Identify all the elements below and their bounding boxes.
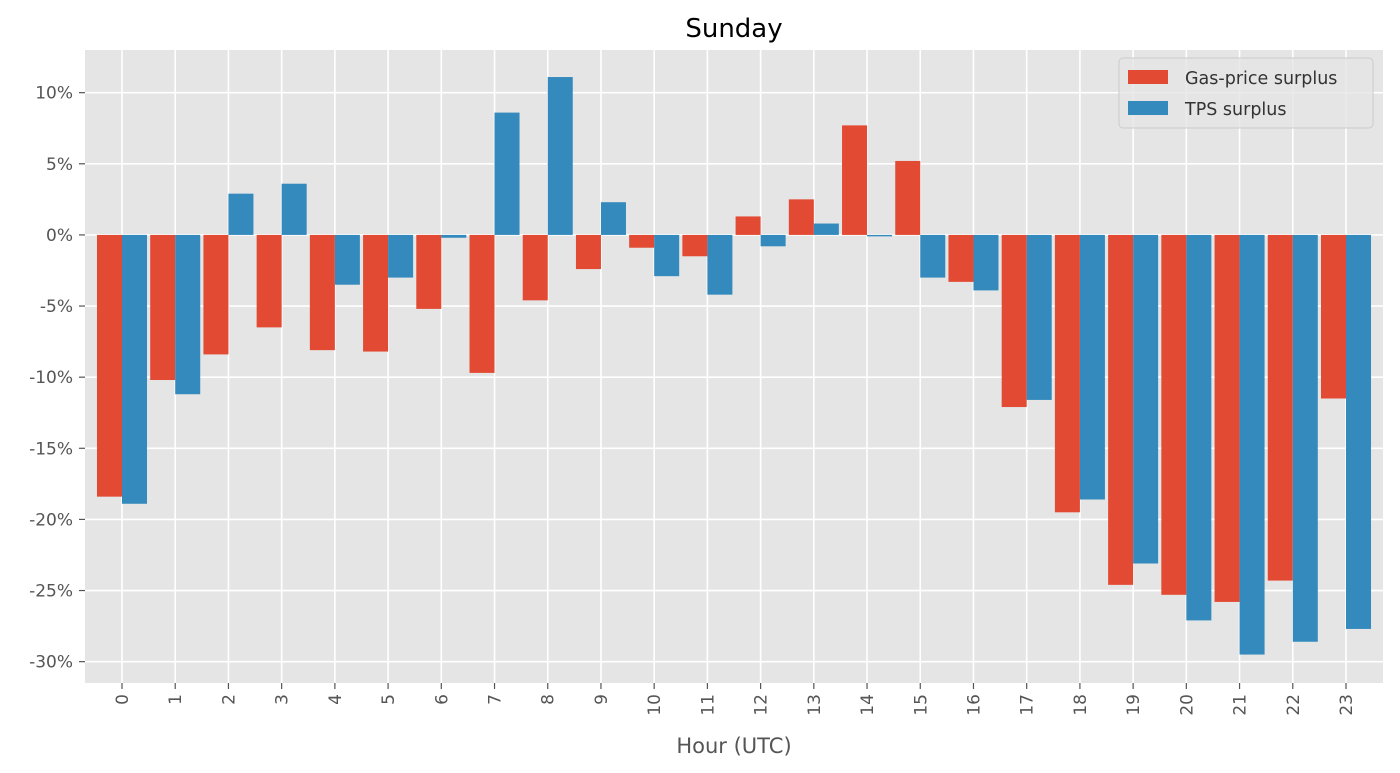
bar-gas-price-0	[96, 234, 122, 497]
y-tick-label: -25%	[29, 582, 73, 602]
bar-gas-price-16	[948, 234, 974, 282]
bar-gas-price-13	[788, 199, 814, 235]
x-tick-label: 3	[273, 694, 293, 705]
bar-tps-13	[813, 223, 839, 235]
x-tick-label: 12	[752, 694, 772, 716]
x-tick-label: 19	[1124, 694, 1144, 716]
y-tick-label: -10%	[29, 368, 73, 388]
bar-gas-price-7	[469, 234, 495, 373]
x-tick-label: 5	[379, 694, 399, 705]
x-tick-label: 21	[1231, 694, 1251, 716]
bar-gas-price-10	[629, 234, 655, 248]
bar-tps-20	[1186, 234, 1212, 621]
bar-gas-price-19	[1108, 234, 1134, 585]
bar-gas-price-6	[416, 234, 442, 309]
x-tick-label: 0	[113, 694, 133, 705]
bar-tps-7	[494, 112, 520, 235]
bar-gas-price-2	[203, 234, 229, 355]
bar-gas-price-22	[1267, 234, 1293, 581]
bar-tps-10	[654, 234, 680, 277]
x-tick-label: 7	[486, 694, 506, 705]
bar-gas-price-8	[522, 234, 548, 301]
bar-gas-price-15	[895, 160, 921, 235]
x-tick-label: 4	[326, 694, 346, 705]
bar-gas-price-18	[1054, 234, 1080, 513]
bar-gas-price-21	[1214, 234, 1240, 602]
x-axis-ticks: 0 1 2 3 4 5 6 7 8 9 10 11 12 13 14 15 16 17 18 19 20 21 22 23	[113, 683, 1357, 716]
bar-tps-9	[600, 202, 626, 235]
x-tick-label: 13	[805, 694, 825, 716]
legend-swatch-gas-price	[1128, 70, 1168, 84]
x-tick-label: 23	[1337, 694, 1357, 716]
bar-tps-3	[281, 183, 307, 235]
x-axis-label: Hour (UTC)	[676, 734, 791, 758]
x-tick-label: 11	[698, 694, 718, 716]
y-tick-label: 5%	[46, 155, 73, 175]
bar-tps-16	[973, 234, 999, 291]
x-tick-label: 17	[1018, 694, 1038, 716]
bar-gas-price-14	[842, 125, 868, 235]
bar-tps-23	[1346, 234, 1372, 629]
chart-title: Sunday	[685, 14, 782, 44]
x-tick-label: 2	[219, 694, 239, 705]
bar-tps-4	[334, 234, 360, 285]
bar-tps-18	[1079, 234, 1105, 500]
x-tick-label: 10	[645, 694, 665, 716]
bar-gas-price-11	[682, 234, 708, 257]
bar-tps-5	[388, 234, 414, 278]
bar-tps-11	[707, 234, 733, 295]
bar-gas-price-1	[150, 234, 176, 381]
bar-tps-22	[1292, 234, 1318, 642]
bar-gas-price-9	[575, 234, 601, 270]
bar-gas-price-12	[735, 216, 761, 235]
x-tick-label: 9	[592, 694, 612, 705]
y-tick-label: -30%	[29, 653, 73, 673]
y-tick-label: 0%	[46, 226, 73, 246]
y-axis-ticks: 10% 5% 0% -5% -10% -15% -20% -25% -30%	[29, 84, 85, 673]
legend-swatch-tps	[1128, 101, 1168, 115]
x-tick-label: 14	[858, 694, 878, 716]
bar-tps-21	[1239, 234, 1265, 655]
bar-tps-2	[228, 193, 254, 235]
y-tick-label: -15%	[29, 439, 73, 459]
x-tick-label: 15	[911, 694, 931, 716]
legend-box	[1118, 57, 1374, 129]
bar-tps-8	[547, 77, 573, 235]
x-tick-label: 16	[964, 694, 984, 716]
bar-gas-price-17	[1001, 234, 1027, 408]
y-tick-label: 10%	[35, 84, 73, 104]
x-tick-label: 18	[1071, 694, 1091, 716]
bar-tps-0	[122, 234, 148, 504]
bar-tps-1	[175, 234, 201, 395]
x-tick-label: 1	[166, 694, 186, 705]
x-tick-label: 22	[1284, 694, 1304, 716]
y-tick-label: -5%	[40, 297, 73, 317]
x-tick-label: 6	[432, 694, 452, 705]
bar-gas-price-3	[256, 234, 282, 328]
legend: Gas-price surplus TPS surplus	[1118, 57, 1374, 129]
bar-tps-12	[760, 234, 786, 247]
legend-label-gas-price: Gas-price surplus	[1185, 69, 1337, 89]
y-tick-label: -20%	[29, 510, 73, 530]
bar-gas-price-4	[309, 234, 335, 351]
bar-tps-19	[1133, 234, 1159, 564]
bar-tps-6	[441, 234, 467, 238]
bar-tps-15	[920, 234, 946, 278]
bar-gas-price-23	[1320, 234, 1346, 399]
bar-tps-14	[867, 234, 893, 237]
bar-gas-price-20	[1161, 234, 1187, 595]
x-tick-label: 20	[1177, 694, 1197, 716]
bars	[96, 77, 1372, 655]
bar-gas-price-5	[363, 234, 389, 352]
bar-tps-17	[1026, 234, 1052, 400]
x-tick-label: 8	[539, 694, 559, 705]
legend-label-tps: TPS surplus	[1184, 100, 1287, 120]
